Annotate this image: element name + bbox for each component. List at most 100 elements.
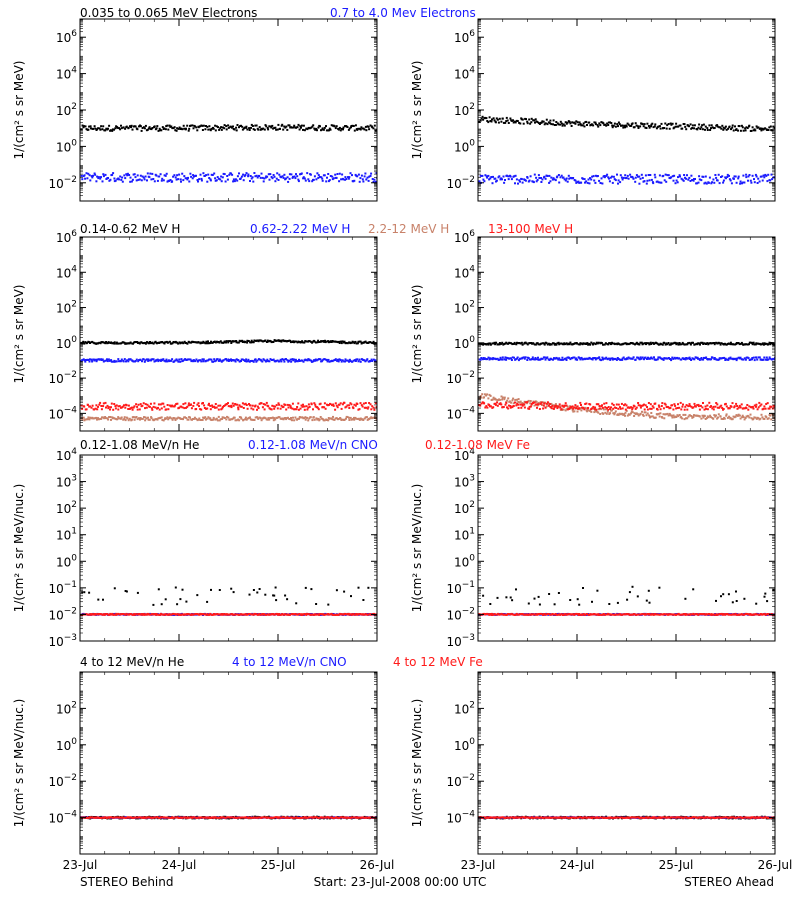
data-point [772, 125, 775, 128]
data-point [351, 174, 353, 177]
data-point [747, 357, 750, 360]
data-point [272, 127, 275, 130]
data-point [563, 404, 566, 407]
data-point [285, 177, 287, 180]
data-point [144, 407, 146, 410]
data-point [571, 405, 574, 408]
data-point [703, 356, 705, 359]
data-point [88, 418, 91, 421]
data-point [230, 342, 233, 344]
data-point [643, 180, 646, 183]
data-point [567, 174, 570, 177]
data-point [134, 360, 137, 362]
data-point [674, 341, 677, 344]
data-point [643, 358, 645, 361]
data-point [247, 358, 250, 361]
data-point [130, 124, 133, 127]
data-point [164, 417, 167, 420]
data-point [133, 341, 135, 344]
data-point [609, 358, 612, 361]
data-point [597, 341, 600, 344]
data-point [263, 416, 266, 419]
data-point [485, 394, 488, 397]
data-point [284, 594, 287, 597]
data-point [745, 176, 748, 179]
data-point [684, 125, 687, 128]
data-point [700, 417, 703, 420]
data-point [216, 176, 219, 179]
data-point [676, 342, 679, 345]
data-point [213, 405, 216, 408]
data-point [171, 180, 174, 183]
data-point [580, 124, 583, 127]
data-point [308, 127, 311, 130]
data-point [728, 174, 730, 177]
data-point [564, 409, 567, 412]
data-point [499, 358, 502, 361]
data-point [593, 179, 596, 182]
data-point [576, 405, 579, 408]
data-point [175, 129, 178, 132]
data-point [737, 342, 740, 344]
data-point [317, 408, 320, 411]
data-point [483, 342, 486, 345]
data-point [107, 127, 109, 130]
data-point [647, 356, 649, 359]
data-point [179, 178, 182, 181]
data-point [286, 128, 289, 131]
data-point [181, 406, 184, 409]
data-point [188, 180, 191, 183]
data-point [237, 408, 240, 411]
data-point [593, 411, 596, 414]
data-point [162, 358, 165, 361]
data-point [371, 360, 374, 362]
data-point [205, 613, 208, 616]
data-point [756, 182, 759, 184]
data-point [235, 419, 238, 422]
data-point [197, 126, 200, 129]
data-point [176, 613, 179, 616]
data-point [204, 342, 207, 345]
data-point [134, 613, 137, 616]
data-point [364, 125, 367, 128]
data-point [295, 602, 298, 605]
data-point [546, 343, 549, 346]
data-point [165, 408, 168, 411]
data-point [620, 124, 622, 127]
data-point [488, 358, 491, 361]
data-point [644, 404, 647, 407]
data-point [684, 176, 686, 179]
data-point [156, 358, 159, 361]
data-point [108, 359, 111, 362]
data-point [104, 342, 107, 345]
data-point [656, 358, 659, 361]
data-point [244, 418, 247, 421]
data-point [686, 408, 689, 411]
data-point [183, 407, 186, 410]
data-point [162, 419, 165, 422]
data-point [185, 417, 188, 419]
data-point [164, 598, 167, 601]
data-point [597, 411, 600, 414]
data-point [738, 125, 741, 128]
data-point [99, 177, 102, 180]
data-point [104, 129, 107, 132]
data-point [125, 342, 128, 345]
data-point [145, 358, 148, 361]
data-point [624, 174, 627, 177]
data-point [93, 408, 96, 411]
data-point [149, 342, 152, 345]
data-point [122, 360, 125, 363]
data-point [609, 412, 612, 415]
data-point [158, 127, 161, 130]
data-point [766, 129, 769, 131]
data-point [200, 177, 203, 180]
data-point [217, 415, 220, 418]
data-point [546, 175, 549, 177]
data-point [253, 128, 256, 131]
data-point [182, 359, 185, 362]
data-point [704, 405, 707, 408]
data-point [110, 402, 113, 405]
data-point [135, 358, 138, 361]
data-point [101, 416, 104, 419]
